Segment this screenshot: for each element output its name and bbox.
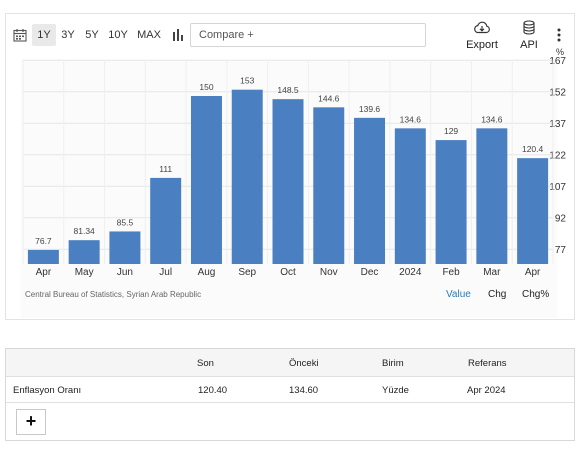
- api-label: API: [520, 39, 538, 51]
- x-tick-label: Feb: [442, 267, 460, 278]
- range-5y-button[interactable]: 5Y: [85, 29, 99, 41]
- y-tick-label: 92: [555, 213, 567, 224]
- x-tick-label: Aug: [198, 267, 216, 278]
- table-row[interactable]: Enflasyon Oranı 120.40 134.60 Yüzde Apr …: [6, 377, 574, 403]
- data-label: 144.6: [318, 93, 340, 103]
- y-tick-label: 122: [549, 150, 566, 161]
- row-referans-value: Apr 2024: [467, 385, 506, 396]
- api-button[interactable]: API: [518, 20, 540, 51]
- y-tick-label: 152: [549, 87, 566, 98]
- y-tick-label: 137: [549, 119, 566, 130]
- row-indicator-name[interactable]: Enflasyon Oranı: [13, 385, 82, 396]
- y-tick-label: 77: [555, 245, 567, 256]
- bar-chart: 77 92 107 122 137 152 167% 76.7 Apr 81.34 May 85.5 J…: [22, 47, 567, 278]
- data-label: 150: [199, 82, 213, 92]
- row-onceki-value: 134.60: [289, 385, 319, 396]
- bar: [27, 249, 59, 264]
- bar: [150, 177, 182, 264]
- data-label: 139.6: [359, 104, 381, 114]
- compare-input[interactable]: Compare +: [190, 23, 426, 47]
- x-tick-label: Apr: [525, 267, 541, 278]
- calendar-icon[interactable]: [13, 28, 27, 47]
- data-label: 81.34: [74, 226, 96, 236]
- x-tick-label: Mar: [483, 267, 501, 278]
- x-tick-label: Sep: [238, 267, 256, 278]
- row-son-value: 120.40: [198, 385, 228, 396]
- x-tick-label: Jul: [159, 267, 172, 278]
- y-tick-label: 107: [549, 182, 566, 193]
- chart-card: 1Y 3Y 5Y 10Y MAX Compare + Export: [5, 13, 575, 320]
- bar: [68, 240, 100, 264]
- tab-value[interactable]: Value: [446, 289, 471, 300]
- range-10y-button[interactable]: 10Y: [108, 29, 128, 41]
- data-label: 85.5: [117, 217, 134, 227]
- chart-toolbar: 1Y 3Y 5Y 10Y MAX Compare + Export: [6, 14, 574, 56]
- data-label: 111: [159, 164, 172, 174]
- range-1y-button[interactable]: 1Y: [32, 24, 56, 46]
- bar-chart-type-icon[interactable]: [172, 28, 184, 46]
- add-indicator-button[interactable]: +: [16, 409, 46, 435]
- row-birim-value: Yüzde: [382, 385, 409, 396]
- header-referans: Referans: [468, 358, 507, 369]
- header-son: Son: [197, 358, 214, 369]
- header-onceki: Önceki: [289, 358, 319, 369]
- tab-chg-percent[interactable]: Chg%: [522, 289, 550, 300]
- bar: [394, 128, 426, 264]
- data-label: 134.6: [400, 114, 422, 124]
- bar: [313, 107, 345, 264]
- tab-chg[interactable]: Chg: [488, 289, 507, 300]
- data-label: 76.7: [35, 236, 52, 246]
- bar: [272, 99, 304, 265]
- x-tick-label: Jun: [117, 267, 133, 278]
- range-3y-button[interactable]: 3Y: [61, 29, 75, 41]
- x-tick-label: Dec: [361, 267, 379, 278]
- x-tick-label: Oct: [280, 267, 296, 278]
- indicator-table: Son Önceki Birim Referans Enflasyon Oran…: [5, 348, 575, 441]
- bar: [476, 128, 508, 264]
- data-label: 129: [444, 126, 458, 136]
- header-birim: Birim: [382, 358, 404, 369]
- cloud-download-icon: [474, 21, 490, 34]
- data-label: 148.5: [277, 85, 299, 95]
- export-label: Export: [466, 39, 498, 51]
- bar: [231, 89, 263, 264]
- bar: [517, 158, 549, 264]
- table-header: Son Önceki Birim Referans: [6, 349, 574, 377]
- bar: [190, 96, 222, 264]
- data-label: 153: [240, 76, 254, 86]
- bar: [435, 140, 467, 264]
- bar: [109, 231, 141, 264]
- x-tick-label: Apr: [36, 267, 52, 278]
- database-icon: [523, 20, 535, 35]
- range-max-button[interactable]: MAX: [137, 29, 161, 41]
- source-label: Central Bureau of Statistics, Syrian Ara…: [25, 290, 202, 299]
- data-label: 134.6: [481, 114, 503, 124]
- x-tick-label: Nov: [320, 267, 338, 278]
- bar: [354, 117, 386, 264]
- export-button[interactable]: Export: [465, 20, 499, 51]
- x-tick-label: May: [75, 267, 94, 278]
- more-options-icon[interactable]: [557, 28, 561, 47]
- data-label: 120.4: [522, 144, 544, 154]
- x-tick-label: 2024: [399, 267, 422, 278]
- y-tick-label: 167: [549, 56, 566, 67]
- y-unit-label: %: [556, 47, 564, 57]
